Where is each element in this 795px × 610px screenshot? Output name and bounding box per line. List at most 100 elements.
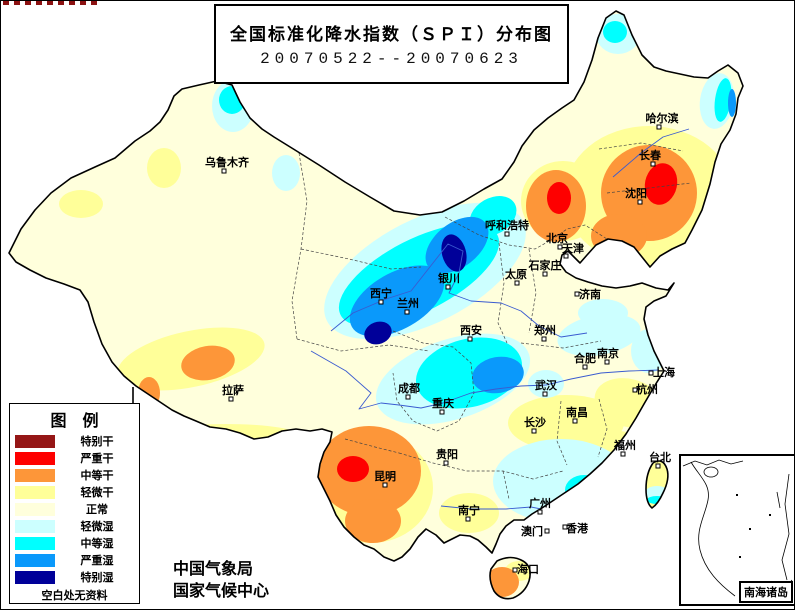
inset-label: 南海诸岛 bbox=[739, 581, 793, 603]
city-label: 沈阳 bbox=[625, 186, 647, 200]
river-lines bbox=[310, 128, 690, 510]
city-label: 兰州 bbox=[397, 296, 419, 310]
city-marker bbox=[648, 370, 654, 376]
legend-row: 严重干 bbox=[10, 450, 139, 466]
city-marker bbox=[405, 394, 411, 400]
city-marker bbox=[467, 336, 473, 342]
city-marker bbox=[620, 451, 626, 457]
city-marker bbox=[512, 567, 518, 573]
city-marker bbox=[531, 428, 537, 434]
legend-label: 轻微干 bbox=[80, 487, 114, 499]
city-label: 乌鲁木齐 bbox=[205, 155, 250, 169]
city-label: 福州 bbox=[613, 438, 636, 452]
legend-swatch-severe-dry bbox=[15, 451, 55, 465]
city-marker bbox=[443, 460, 449, 466]
city-label: 广州 bbox=[529, 496, 551, 510]
city-label: 台北 bbox=[649, 450, 671, 464]
city-label: 郑州 bbox=[534, 323, 556, 337]
regions-severe-dry bbox=[337, 163, 678, 482]
city-label: 西宁 bbox=[370, 286, 392, 300]
map-date-range: 20070522--20070623 bbox=[260, 50, 523, 68]
city-marker bbox=[445, 284, 451, 290]
legend-label: 严重干 bbox=[80, 453, 114, 465]
city-marker bbox=[228, 396, 234, 402]
legend-swatch-extreme-dry bbox=[15, 434, 55, 448]
city-marker bbox=[655, 463, 661, 469]
city-marker bbox=[504, 231, 510, 237]
legend-label: 特别湿 bbox=[80, 572, 114, 584]
legend-row: 正常 bbox=[10, 501, 139, 517]
legend-row: 特别干 bbox=[10, 433, 139, 449]
city-label: 南昌 bbox=[566, 405, 588, 419]
city-marker bbox=[537, 509, 543, 515]
city-label: 长春 bbox=[639, 148, 662, 162]
south-china-sea-inset: 南海诸岛 bbox=[679, 454, 794, 606]
city-layer: 乌鲁木齐 哈尔滨 长春 沈阳 呼和浩特 北京 天津 石家庄 太原 济南 银川 西… bbox=[205, 111, 679, 576]
clipped-red-text-fragment bbox=[3, 1, 99, 5]
city-marker bbox=[563, 253, 569, 259]
legend-swatch-moderate-wet bbox=[15, 536, 55, 550]
legend-swatch-mild-dry bbox=[15, 485, 55, 499]
city-marker bbox=[439, 409, 445, 415]
city-label: 天津 bbox=[562, 241, 584, 255]
city-label: 香港 bbox=[565, 521, 589, 535]
city-label: 南宁 bbox=[458, 503, 480, 517]
city-label: 银川 bbox=[438, 271, 460, 285]
city-marker bbox=[541, 336, 547, 342]
map-title: 全国标准化降水指数（ＳＰＩ）分布图 bbox=[230, 25, 553, 44]
city-label: 澳门 bbox=[521, 524, 543, 538]
city-marker bbox=[221, 168, 227, 174]
city-label: 拉萨 bbox=[222, 383, 244, 397]
legend-label: 正常 bbox=[86, 504, 108, 516]
city-label: 南京 bbox=[597, 346, 619, 360]
legend-title: 图 例 bbox=[50, 413, 99, 430]
city-label: 呼和浩特 bbox=[485, 218, 529, 232]
legend-swatch-mild-wet bbox=[15, 519, 55, 533]
city-label: 昆明 bbox=[374, 470, 396, 483]
city-marker bbox=[604, 359, 610, 365]
hainan-island bbox=[489, 556, 531, 600]
city-label: 哈尔滨 bbox=[646, 111, 679, 125]
city-marker bbox=[574, 291, 580, 297]
city-label: 杭州 bbox=[636, 382, 658, 396]
city-label: 成都 bbox=[398, 381, 420, 395]
legend-label: 严重湿 bbox=[80, 555, 114, 567]
city-label: 贵阳 bbox=[436, 447, 458, 461]
legend-swatch-severe-wet bbox=[15, 553, 55, 567]
legend-row: 轻微湿 bbox=[10, 518, 139, 534]
legend-footnote: 空白处无资料 bbox=[41, 590, 108, 602]
city-label: 太原 bbox=[504, 267, 527, 281]
legend-row: 特别湿 bbox=[10, 569, 139, 585]
legend-label: 轻微湿 bbox=[80, 521, 114, 533]
city-marker bbox=[562, 524, 568, 530]
city-marker bbox=[542, 271, 548, 277]
province-borders bbox=[291, 142, 692, 500]
city-marker bbox=[544, 528, 550, 534]
legend-row: 中等湿 bbox=[10, 535, 139, 551]
title-box: 全国标准化降水指数（ＳＰＩ）分布图 20070522--20070623 bbox=[214, 4, 569, 84]
china-outline bbox=[8, 10, 744, 562]
city-marker bbox=[378, 299, 384, 305]
city-label: 石家庄 bbox=[528, 258, 562, 272]
legend-label: 中等干 bbox=[80, 470, 114, 482]
city-marker bbox=[656, 124, 662, 130]
credits: 中国气象局 国家气候中心 bbox=[173, 559, 269, 603]
legend-row: 严重湿 bbox=[10, 552, 139, 568]
legend-swatch-normal bbox=[15, 502, 55, 516]
city-marker bbox=[632, 387, 638, 393]
city-marker bbox=[542, 391, 548, 397]
city-marker bbox=[582, 364, 588, 370]
legend-box: 图 例 特别干 严重干 中等干 轻微干 正常 轻微湿 中等湿 bbox=[9, 403, 140, 604]
city-marker bbox=[465, 516, 471, 522]
city-marker bbox=[404, 309, 410, 315]
legend-swatch-extreme-wet bbox=[15, 570, 55, 584]
city-marker bbox=[637, 199, 643, 205]
legend-label: 中等湿 bbox=[80, 538, 114, 550]
legend-label: 特别干 bbox=[80, 436, 114, 448]
city-label: 海口 bbox=[517, 562, 539, 576]
legend-swatch-moderate-dry bbox=[15, 468, 55, 482]
city-label: 西安 bbox=[460, 323, 482, 337]
city-marker bbox=[572, 418, 578, 424]
legend-row: 中等干 bbox=[10, 467, 139, 483]
